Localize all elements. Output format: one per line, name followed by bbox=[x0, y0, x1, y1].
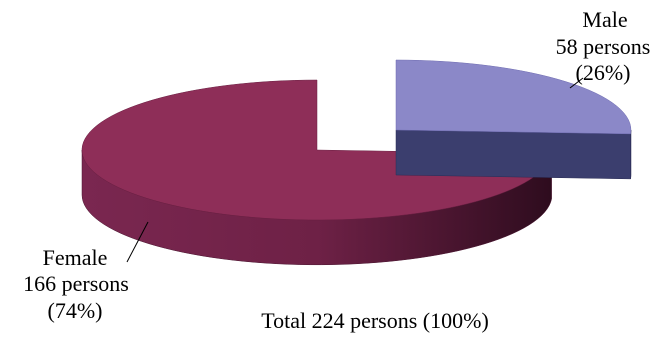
pie-slice-male-front bbox=[396, 130, 631, 179]
total-label: Total 224 persons (100%) bbox=[261, 308, 489, 333]
male-label-name: Male bbox=[582, 7, 627, 32]
female-label-count: 166 persons bbox=[23, 271, 129, 296]
female-label-name: Female bbox=[43, 245, 108, 270]
male-label-count: 58 persons bbox=[556, 34, 651, 59]
male-label-percent: (26%) bbox=[576, 60, 631, 85]
female-label-percent: (74%) bbox=[48, 298, 103, 323]
